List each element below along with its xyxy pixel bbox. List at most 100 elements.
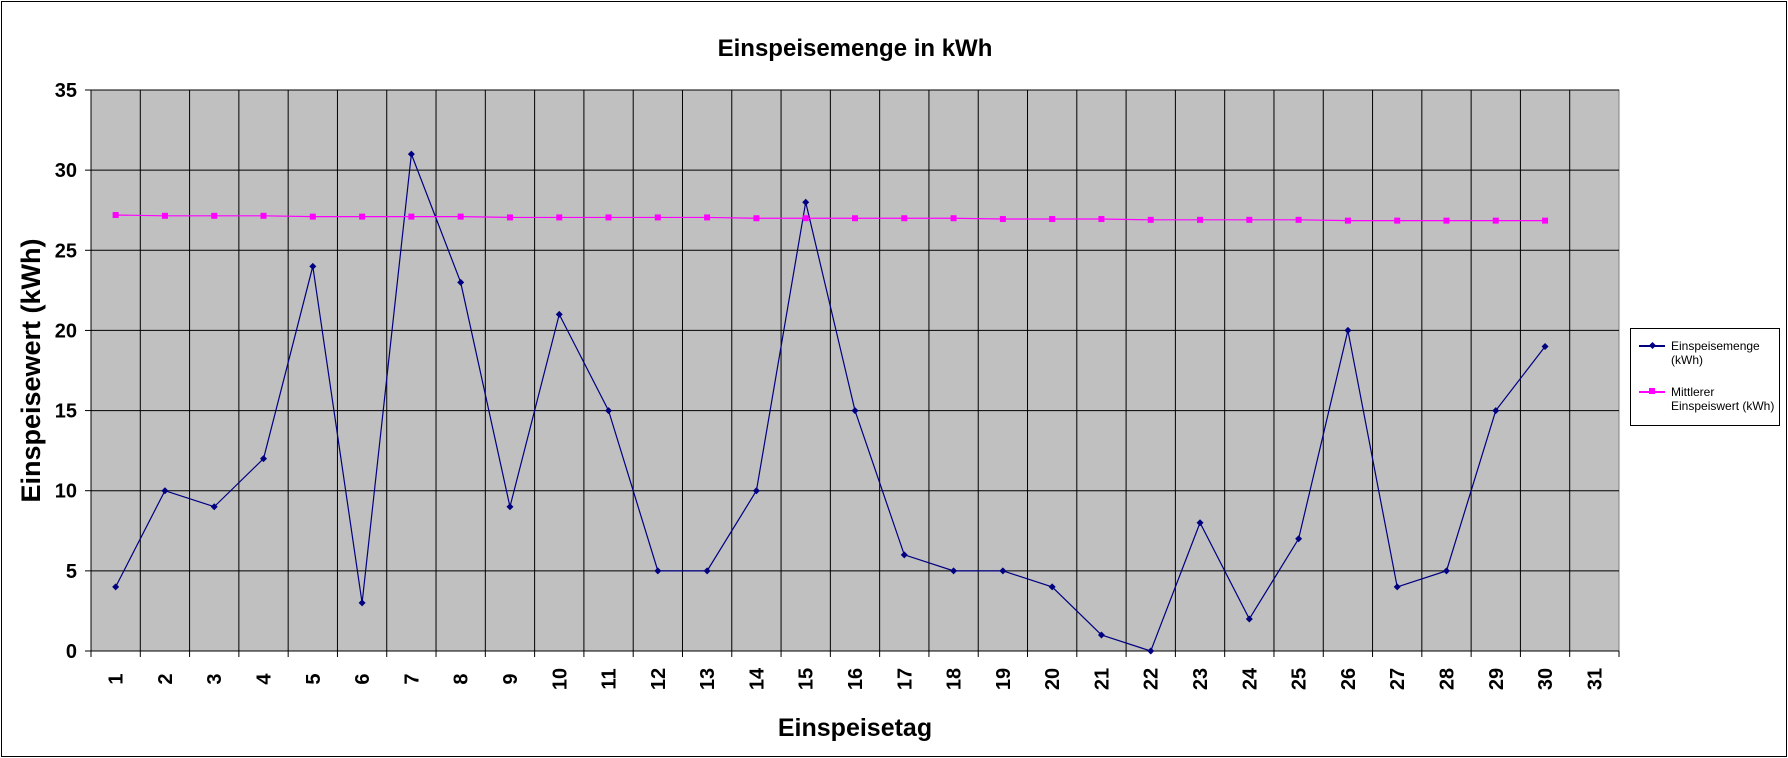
y-tick-label: 10: [55, 481, 77, 503]
x-tick-label: 3: [204, 673, 226, 684]
y-tick-label: 0: [66, 641, 77, 663]
data-point-diamond: [210, 503, 218, 511]
data-point-diamond: [358, 599, 366, 607]
data-point-diamond: [407, 150, 415, 158]
data-point-square: [1246, 216, 1253, 223]
data-point-square: [802, 215, 809, 222]
x-tick-label: 20: [1042, 668, 1064, 690]
data-point-diamond: [1344, 326, 1352, 334]
data-point-diamond: [654, 567, 662, 575]
data-point-square: [999, 216, 1006, 223]
legend-label-line2: (kWh): [1671, 353, 1703, 367]
data-point-square: [1542, 217, 1549, 224]
x-tick-label: 24: [1239, 667, 1261, 690]
data-point-diamond: [1196, 519, 1204, 527]
data-point-square: [309, 213, 316, 220]
y-tick-label: 25: [55, 240, 77, 262]
data-point-square: [359, 213, 366, 220]
x-tick-label: 1: [106, 673, 128, 684]
data-point-square: [556, 214, 563, 221]
x-tick-label: 27: [1387, 668, 1409, 690]
x-tick-label: 28: [1436, 668, 1458, 690]
data-point-diamond: [506, 503, 514, 511]
data-point-diamond: [309, 262, 317, 270]
y-axis-title: Einspeisewert (kWh): [16, 238, 46, 502]
square-marker-icon: [1649, 388, 1655, 394]
chart-title: Einspeisemenge in kWh: [718, 35, 993, 62]
data-point-square: [1147, 216, 1154, 223]
x-tick-label: 10: [549, 668, 571, 690]
legend-label-einspeisemenge: Einspeisemenge (kWh): [1671, 339, 1781, 367]
data-point-square: [852, 215, 858, 222]
x-tick-label: 8: [451, 673, 473, 684]
data-point-diamond: [752, 487, 760, 495]
x-tick-label: 26: [1338, 668, 1360, 690]
x-tick-label: 5: [303, 673, 325, 684]
x-tick-label: 11: [599, 668, 621, 689]
data-point-diamond: [851, 407, 859, 415]
data-point-diamond: [1393, 583, 1401, 591]
y-tick-label: 5: [66, 561, 77, 583]
data-point-square: [260, 212, 267, 219]
x-tick-label: 19: [993, 668, 1015, 690]
data-point-diamond: [1541, 342, 1549, 350]
data-point-square: [605, 214, 612, 221]
data-point-square: [654, 214, 661, 221]
x-tick-label: 22: [1141, 668, 1163, 690]
x-tick-label: 21: [1091, 668, 1113, 690]
x-tick-label: 30: [1535, 668, 1557, 690]
x-tick-label: 6: [352, 673, 374, 684]
data-point-diamond: [1295, 535, 1303, 543]
data-point-square: [1295, 216, 1302, 223]
x-tick-label: 13: [697, 668, 719, 690]
series-line-1: [115, 214, 1546, 222]
x-tick-label: 29: [1486, 668, 1508, 690]
data-point-square: [1197, 216, 1204, 223]
data-point-diamond: [1245, 615, 1253, 623]
legend-label-line1: Einspeisemenge: [1671, 339, 1760, 353]
data-point-diamond: [1097, 631, 1105, 639]
data-point-diamond: [260, 455, 268, 463]
data-point-square: [161, 212, 168, 219]
x-tick-label: 15: [796, 668, 818, 690]
legend-label-mittlerer: Mittlerer Einspeiswert (kWh): [1671, 385, 1781, 413]
data-point-square: [211, 212, 218, 219]
x-tick-label: 2: [155, 673, 177, 684]
x-axis-title: Einspeisetag: [778, 714, 932, 742]
data-point-square: [457, 213, 464, 220]
legend: Einspeisemenge (kWh) Mittlerer Einspeisw…: [1630, 328, 1780, 426]
data-point-square: [1492, 217, 1499, 224]
x-tick-label: 17: [894, 668, 916, 690]
plot-area: [90, 89, 1620, 652]
x-tick-label: 25: [1289, 668, 1311, 690]
data-point-diamond: [112, 583, 120, 591]
x-tick-label: 4: [254, 673, 276, 685]
data-point-square: [408, 213, 415, 220]
data-point-square: [1443, 217, 1450, 224]
data-point-square: [753, 215, 760, 222]
data-point-square: [1344, 217, 1351, 224]
x-tick-label: 31: [1584, 668, 1606, 690]
data-point-diamond: [457, 278, 465, 286]
data-point-square: [901, 215, 908, 222]
y-tick-label: 15: [55, 401, 77, 423]
data-point-square: [1098, 216, 1105, 223]
legend-label-line2: Einspeiswert (kWh): [1671, 399, 1775, 413]
data-point-square: [950, 215, 957, 222]
data-point-diamond: [950, 567, 958, 575]
data-point-diamond: [605, 407, 613, 415]
y-tick-label: 35: [55, 80, 77, 102]
x-tick-label: 9: [500, 673, 522, 684]
x-tick-label: 23: [1190, 668, 1212, 690]
data-point-diamond: [1442, 567, 1450, 575]
x-tick-label: 16: [845, 668, 867, 690]
diamond-marker-icon: [1648, 341, 1657, 350]
data-point-diamond: [555, 310, 563, 318]
data-point-square: [112, 212, 119, 219]
x-tick-label: 12: [648, 668, 670, 690]
data-point-diamond: [999, 567, 1007, 575]
legend-label-line1: Mittlerer: [1671, 385, 1715, 399]
x-tick-label: 18: [944, 668, 966, 690]
y-tick-label: 20: [55, 320, 77, 342]
